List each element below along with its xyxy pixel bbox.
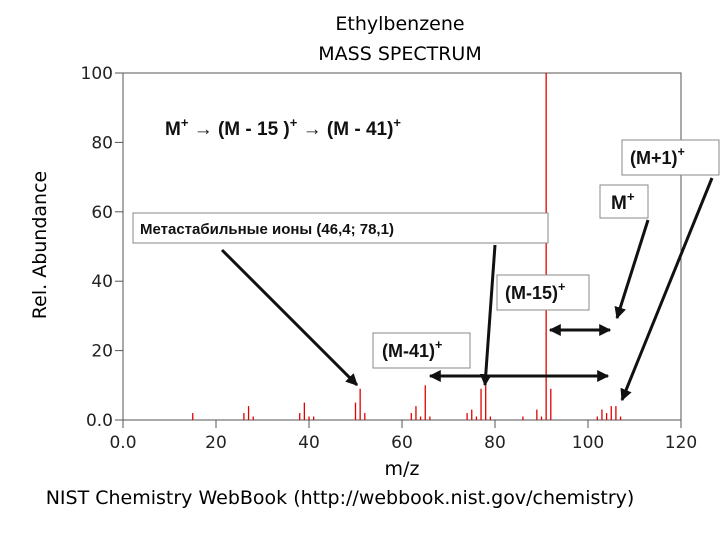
- annotation-main: (M+1): [630, 148, 678, 168]
- annotation-main: M: [611, 193, 627, 214]
- x-tick-label: 120: [665, 433, 697, 453]
- annotation-main: (M-41): [382, 341, 435, 361]
- x-axis-label: m/z: [385, 458, 420, 480]
- y-tick-label: 20: [91, 342, 113, 362]
- annotation-box: [599, 184, 649, 219]
- annotation-box: [496, 274, 590, 311]
- x-tick-label: 100: [572, 433, 604, 453]
- annotation-sup: +: [558, 280, 565, 294]
- x-tick-label: 60: [391, 433, 413, 453]
- arrow: [479, 244, 497, 387]
- annotation-text: (M-15)+: [505, 280, 565, 303]
- x-tick-label: 80: [484, 433, 506, 453]
- y-tick-label: 40: [91, 272, 113, 292]
- scheme-sup: +: [181, 115, 189, 130]
- annotations: M+ → (M - 15 )+ → (M - 41)+Метастабильны…: [132, 115, 720, 402]
- y-tick-label: 0.0: [86, 411, 113, 431]
- annotation-box: [132, 212, 549, 244]
- chart-title: Ethylbenzene: [335, 13, 464, 35]
- chart-subtitle: MASS SPECTRUM: [318, 43, 481, 65]
- annotation-sup: +: [627, 189, 635, 204]
- annotation-sup: +: [435, 338, 442, 352]
- arrow: [614, 219, 650, 320]
- annotation-text: (M-41)+: [382, 338, 442, 361]
- annotation-sup: +: [678, 145, 685, 159]
- arrow: [620, 177, 714, 402]
- y-axis-label: Rel. Abundance: [29, 171, 51, 319]
- scheme-sup: +: [290, 115, 298, 130]
- scheme-sup: +: [393, 115, 401, 130]
- annotation-text: Метастабильные ионы (46,4; 78,1): [140, 221, 394, 238]
- y-tick-label: 60: [91, 203, 113, 223]
- annotation-main: Метастабильные ионы (46,4; 78,1): [140, 221, 394, 238]
- annotation-text: (M+1)+: [630, 145, 685, 168]
- reaction-scheme: M+ → (M - 15 )+ → (M - 41)+: [165, 115, 401, 140]
- annotation-box: [621, 139, 720, 176]
- annotation-box: [372, 332, 471, 369]
- scheme-part: M: [165, 119, 181, 140]
- annotation-main: (M-15): [505, 283, 558, 303]
- plot-area: 0.0 20 40 60 80 100 0.0 20 40 60 80 100 120: [81, 64, 698, 453]
- annotation-text: M+: [611, 189, 635, 214]
- x-tick-label: 40: [298, 433, 320, 453]
- scheme-part: → (M - 41): [297, 119, 393, 140]
- arrow: [220, 248, 359, 387]
- y-tick-label: 100: [81, 64, 113, 84]
- y-tick-label: 80: [91, 133, 113, 153]
- scheme-part: → (M - 15 ): [188, 119, 289, 140]
- x-tick-label: 0.0: [109, 433, 136, 453]
- x-tick-label: 20: [205, 433, 227, 453]
- source-note: NIST Chemistry WebBook (http://webbook.n…: [46, 487, 635, 509]
